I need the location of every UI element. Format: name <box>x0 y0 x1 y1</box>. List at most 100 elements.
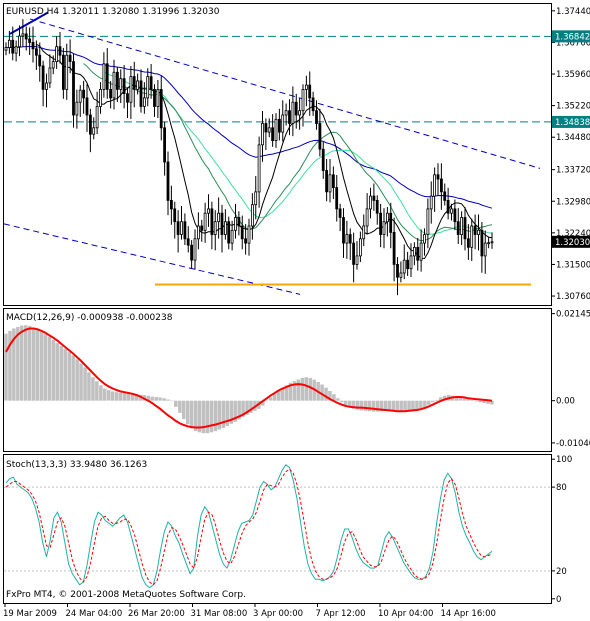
macd-bar-122 <box>486 400 490 404</box>
trendline-lower <box>4 223 301 295</box>
macd-bar-11 <box>47 336 52 401</box>
candle-body-121 <box>412 246 416 257</box>
macd-bar-89 <box>355 400 360 410</box>
candle-body-105 <box>358 238 362 257</box>
candle-body-62 <box>213 221 217 235</box>
candle-body-27 <box>95 106 99 129</box>
macd-bar-58 <box>233 400 237 422</box>
candle-body-101 <box>345 234 349 244</box>
candle-body-52 <box>180 221 183 235</box>
candle-body-21 <box>75 101 79 116</box>
macd-bar-57 <box>229 400 233 424</box>
macd-bar-41 <box>166 399 170 401</box>
macd-bar-47 <box>189 400 194 429</box>
macd-bar-21 <box>87 372 91 401</box>
candle-body-114 <box>389 212 393 233</box>
macd-bar-116 <box>462 398 467 401</box>
macd-bar-37 <box>150 396 154 401</box>
candle-body-45 <box>156 89 160 107</box>
candle-body-12 <box>45 82 48 90</box>
candle-body-89 <box>304 84 308 90</box>
time-tick-label-7: 14 Apr 16:00 <box>441 609 496 619</box>
stoch-tick-label-0: 100 <box>556 455 572 465</box>
candle-body-11 <box>41 65 45 90</box>
candle-body-38 <box>132 76 136 90</box>
macd-bar-6 <box>27 326 32 401</box>
price-tick-label-4: 1.34480 <box>556 133 590 143</box>
candle-body-140 <box>477 229 480 236</box>
macd-bar-3 <box>16 326 20 401</box>
candle-body-136 <box>463 217 467 240</box>
macd-bar-77 <box>308 378 312 401</box>
macd-bar-85 <box>340 400 344 403</box>
macd-bar-117 <box>466 399 470 401</box>
macd-bar-60 <box>241 400 245 417</box>
macd-bar-87 <box>348 400 352 408</box>
candle-body-96 <box>328 174 332 193</box>
candle-body-99 <box>338 208 342 218</box>
macd-bar-22 <box>91 377 95 401</box>
candle-body-92 <box>315 110 318 124</box>
macd-bar-68 <box>272 394 277 401</box>
candle-body-124 <box>423 234 426 244</box>
macd-bar-0 <box>4 333 8 401</box>
price-tick-label-7: 1.32240 <box>556 229 590 239</box>
candle-body-127 <box>433 174 437 197</box>
candle-body-130 <box>443 191 447 201</box>
candle-body-126 <box>429 195 433 210</box>
candle-body-141 <box>480 229 484 257</box>
macd-bar-16 <box>67 352 71 401</box>
candle-body-34 <box>119 78 123 90</box>
macd-bar-65 <box>261 400 265 406</box>
candle-body-103 <box>352 242 356 265</box>
macd-bar-13 <box>55 343 60 401</box>
candle-body-107 <box>365 208 369 227</box>
candle-body-22 <box>78 89 82 103</box>
candle-body-47 <box>163 127 167 163</box>
candle-body-122 <box>416 246 420 261</box>
highlight-level-box-0 <box>552 30 590 43</box>
candle-body-109 <box>372 195 376 201</box>
candle-body-85 <box>291 101 295 124</box>
macd-bar-19 <box>79 363 83 401</box>
macd-bar-82 <box>328 391 332 401</box>
macd-tick-label-1: 0.00 <box>556 397 575 407</box>
macd-bar-66 <box>265 400 269 402</box>
price-tick-label-9: 1.30760 <box>556 292 590 302</box>
candle-body-86 <box>294 101 298 116</box>
candle-body-54 <box>186 238 190 246</box>
candle-body-67 <box>230 229 234 244</box>
candle-body-98 <box>335 187 339 210</box>
candle-body-138 <box>470 225 474 248</box>
macd-bar-51 <box>205 400 210 434</box>
candle-body-144 <box>490 241 494 244</box>
time-tick-label-1: 24 Mar 04:00 <box>66 609 123 619</box>
candle-body-36 <box>126 93 129 103</box>
time-tick-label-4: 3 Apr 00:00 <box>253 609 303 619</box>
macd-bar-30 <box>122 393 127 401</box>
candle-body-135 <box>460 217 464 236</box>
candle-body-71 <box>244 238 248 244</box>
candle-body-16 <box>58 46 62 56</box>
candle-body-68 <box>234 217 237 231</box>
candle-body-60 <box>207 208 210 214</box>
macd-bar-43 <box>174 400 178 407</box>
macd-bar-15 <box>63 348 67 401</box>
stoch-tick-label-2: 20 <box>556 567 567 577</box>
trendline-top <box>9 11 49 35</box>
macd-panel <box>3 308 552 452</box>
macd-bar-95 <box>379 400 384 412</box>
candle-body-91 <box>311 97 315 112</box>
macd-bar-73 <box>292 381 297 401</box>
macd-bar-71 <box>284 385 289 401</box>
candle-body-46 <box>159 89 163 129</box>
candle-body-88 <box>301 89 305 112</box>
macd-bar-101 <box>403 400 407 412</box>
macd-bar-17 <box>71 355 75 401</box>
macd-bar-98 <box>391 400 395 411</box>
macd-bar-56 <box>225 400 229 426</box>
macd-bar-49 <box>197 400 202 433</box>
macd-bar-59 <box>237 400 241 420</box>
highlight-level-label-0: 1.36842 <box>555 32 590 42</box>
